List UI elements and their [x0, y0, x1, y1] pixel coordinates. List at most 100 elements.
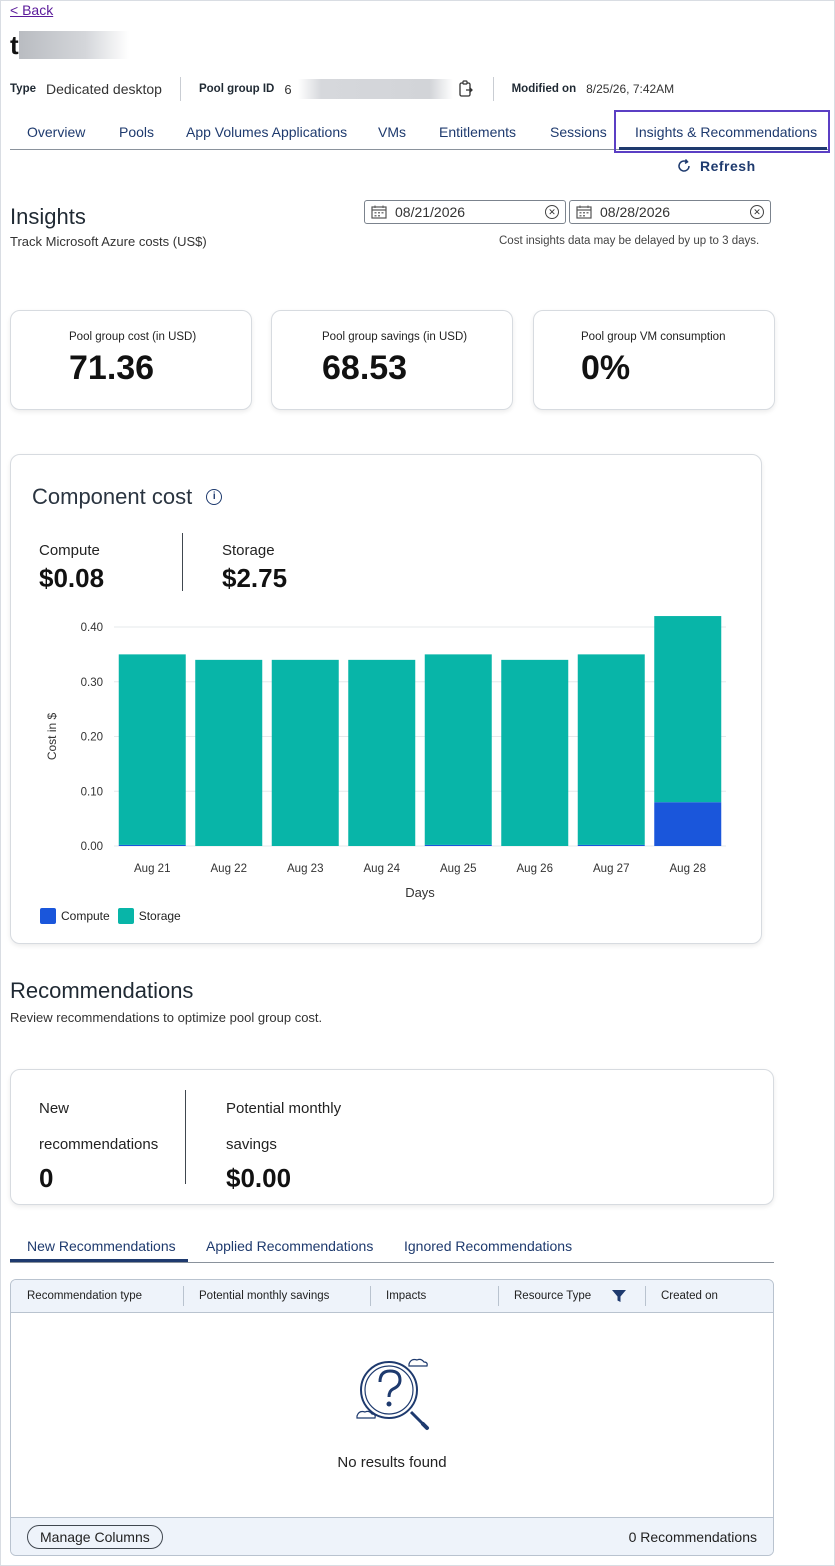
- grid-header: Recommendation type Potential monthly sa…: [11, 1280, 773, 1313]
- back-link[interactable]: < Back: [10, 2, 54, 18]
- column-header[interactable]: Resource Type: [514, 1290, 592, 1302]
- savings-label: Potential monthly: [226, 1100, 342, 1117]
- new-recommendations-label: New: [39, 1100, 70, 1117]
- calendar-icon: [576, 205, 592, 219]
- y-tick-label: 0.30: [81, 677, 103, 689]
- tab-vms[interactable]: VMs: [378, 124, 406, 140]
- tab-pools[interactable]: Pools: [119, 124, 155, 140]
- x-axis-label: Days: [405, 885, 435, 900]
- compute-value: $0.08: [39, 563, 105, 593]
- kpi-card-savings: Pool group savings (in USD) 68.53: [271, 310, 513, 410]
- tab-new-recommendations[interactable]: New Recommendations: [27, 1238, 176, 1254]
- column-header[interactable]: Impacts: [386, 1290, 427, 1302]
- column-header[interactable]: Created on: [661, 1290, 718, 1302]
- bar-compute: [118, 844, 186, 846]
- savings-label-2: savings: [226, 1136, 277, 1153]
- x-tick-label: Aug 22: [211, 863, 247, 875]
- grid-footer: Manage Columns 0 Recommendations: [11, 1517, 773, 1555]
- summary-divider: [182, 533, 183, 591]
- x-tick-label: Aug 23: [287, 863, 323, 875]
- savings-summary: Potential monthly savings $0.00: [226, 1091, 341, 1194]
- tab-sessions[interactable]: Sessions: [550, 124, 607, 140]
- tab-app-volumes[interactable]: App Volumes Applications: [186, 124, 348, 140]
- title-text: t: [10, 29, 19, 60]
- x-tick-label: Aug 28: [670, 863, 706, 875]
- no-results-icon: [356, 1358, 429, 1430]
- compute-label: Compute: [39, 542, 100, 559]
- tab-insights-recommendations[interactable]: Insights & Recommendations: [635, 124, 818, 140]
- refresh-button[interactable]: Refresh: [676, 158, 756, 174]
- tab-overview[interactable]: Overview: [27, 124, 86, 140]
- column-header[interactable]: Potential monthly savings: [199, 1290, 330, 1302]
- storage-label: Storage: [222, 542, 275, 559]
- compute-summary: Compute $0.08: [39, 542, 104, 594]
- type-key: Type: [10, 83, 36, 95]
- chart-legend: Compute Storage: [40, 908, 181, 924]
- filter-icon[interactable]: [611, 1288, 627, 1304]
- bar-compute: [424, 844, 492, 846]
- summary-divider: [185, 1090, 186, 1184]
- page-title: t: [10, 30, 129, 60]
- modified-key: Modified on: [511, 83, 577, 95]
- bar-compute: [577, 844, 645, 846]
- clear-start-date-icon[interactable]: ✕: [545, 205, 559, 219]
- redacted-title-block: [18, 31, 129, 59]
- info-icon[interactable]: i: [206, 489, 223, 505]
- active-tab-indicator: [10, 1259, 188, 1262]
- legend-compute-label: Compute: [61, 909, 110, 923]
- meta-divider: [179, 77, 181, 101]
- kpi-label: Pool group VM consumption: [581, 331, 726, 343]
- recommendations-title: Recommendations: [10, 978, 194, 1003]
- tab-ignored-recommendations[interactable]: Ignored Recommendations: [404, 1238, 573, 1254]
- end-date-value: 08/28/2026: [600, 204, 671, 220]
- bar-storage: [271, 659, 339, 846]
- refresh-label: Refresh: [700, 158, 756, 174]
- recommendations-subtitle: Review recommendations to optimize pool …: [10, 1010, 323, 1025]
- kpi-card-cost: Pool group cost (in USD) 71.36: [10, 310, 252, 410]
- y-tick-label: 0.40: [81, 622, 103, 634]
- bar-storage: [118, 654, 186, 845]
- end-date-field[interactable]: 08/28/2026 ✕: [569, 200, 771, 224]
- column-divider: [183, 1286, 184, 1306]
- component-cost-title-text: Component cost: [32, 484, 193, 509]
- pool-id-key: Pool group ID: [198, 83, 275, 95]
- kpi-value: 0%: [581, 349, 631, 387]
- redacted-id-block: [297, 79, 453, 99]
- meta-divider: [492, 77, 494, 101]
- legend-compute-swatch: [40, 908, 56, 924]
- delay-note: Cost insights data may be delayed by up …: [499, 235, 760, 247]
- active-tab-focus-ring: [614, 110, 830, 153]
- insights-title: Insights: [10, 204, 86, 229]
- kpi-card-consumption: Pool group VM consumption 0%: [533, 310, 775, 410]
- bar-storage: [501, 659, 569, 846]
- bar-storage: [577, 654, 645, 845]
- modified-value: 8/25/26, 7:42AM: [586, 82, 675, 96]
- manage-columns-button[interactable]: Manage Columns: [27, 1525, 163, 1549]
- insights-subtitle: Track Microsoft Azure costs (US$): [10, 234, 207, 249]
- kpi-label: Pool group savings (in USD): [322, 331, 468, 343]
- y-axis-label: Cost in $: [45, 712, 59, 760]
- y-tick-label: 0.00: [81, 841, 103, 853]
- storage-summary: Storage $2.75: [222, 542, 287, 594]
- recommendations-header: Recommendations Review recommendations t…: [10, 978, 322, 1025]
- column-divider: [370, 1286, 371, 1306]
- column-divider: [645, 1286, 646, 1306]
- y-tick-label: 0.20: [81, 732, 103, 744]
- bar-compute: [654, 802, 722, 846]
- copy-icon[interactable]: [457, 80, 475, 98]
- x-tick-label: Aug 24: [364, 863, 401, 875]
- new-recommendations-label-2: recommendations: [39, 1136, 159, 1153]
- legend-storage-swatch: [117, 908, 134, 924]
- legend-storage-label: Storage: [138, 909, 181, 923]
- start-date-field[interactable]: 08/21/2026 ✕: [364, 200, 566, 224]
- clear-end-date-icon[interactable]: ✕: [750, 205, 764, 219]
- tab-entitlements[interactable]: Entitlements: [439, 124, 517, 140]
- tab-applied-recommendations[interactable]: Applied Recommendations: [206, 1238, 374, 1254]
- meta-row: Type Dedicated desktop Pool group ID 6 M…: [10, 76, 674, 102]
- insights-header: Insights Track Microsoft Azure costs (US…: [10, 204, 207, 249]
- column-header[interactable]: Recommendation type: [27, 1290, 143, 1302]
- recommendations-grid: Recommendation type Potential monthly sa…: [10, 1279, 774, 1556]
- recommendations-count: 0 Recommendations: [628, 1529, 757, 1545]
- component-cost-chart: 0.00 0.10 0.20 0.30 0.40 Aug 21 Aug 22 Aug 23 Au…: [45, 616, 726, 900]
- new-recommendations-value: 0: [39, 1163, 54, 1193]
